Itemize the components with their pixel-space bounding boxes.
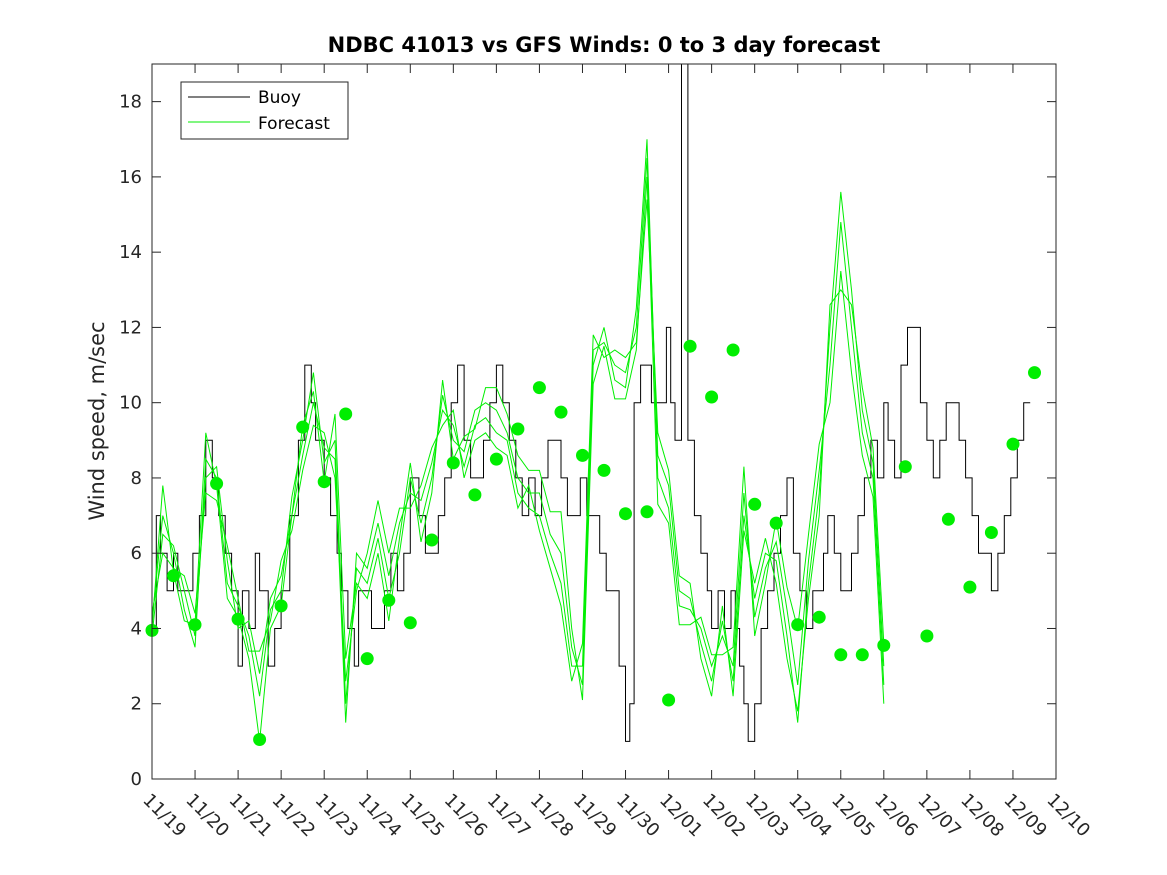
forecast-marker (425, 533, 439, 547)
plot-area (152, 64, 1056, 779)
legend-box (180, 81, 349, 140)
forecast-marker (382, 593, 396, 607)
y-tick-label: 14 (119, 242, 142, 263)
forecast-marker (1028, 366, 1041, 380)
forecast-marker (446, 456, 460, 470)
forecast-series-line-1 (151, 176, 885, 742)
y-tick-label: 16 (119, 167, 142, 188)
forecast-series-line-4 (151, 199, 885, 712)
y-tick-label: 0 (131, 769, 142, 790)
buoy-series-line (152, 63, 1031, 742)
forecast-marker (769, 516, 783, 530)
forecast-marker (317, 475, 331, 489)
forecast-marker (812, 610, 826, 624)
forecast-marker (468, 488, 482, 502)
y-tick-layer: 0 2 4 6 8 10 12 14 16 18 (119, 92, 1056, 790)
forecast-marker (834, 648, 848, 662)
legend-buoy-label: Buoy (258, 88, 301, 108)
y-tick-label: 8 (131, 468, 142, 489)
forecast-marker (1006, 437, 1020, 451)
forecast-marker (726, 343, 740, 357)
forecast-marker (898, 460, 912, 474)
forecast-marker (963, 580, 977, 594)
forecast-marker (576, 448, 589, 462)
forecast-marker (532, 381, 546, 395)
marker-layer (145, 339, 1041, 746)
forecast-marker (920, 629, 934, 643)
axes-frame (151, 63, 1057, 780)
forecast-marker (231, 612, 245, 626)
forecast-marker (662, 693, 676, 707)
y-tick-label: 6 (131, 543, 142, 564)
frame-layer (151, 63, 1057, 780)
forecast-marker (253, 733, 267, 746)
forecast-marker (511, 422, 525, 436)
forecast-layer (151, 139, 885, 742)
axes-box (152, 64, 1056, 779)
forecast-marker (274, 599, 288, 613)
forecast-marker (167, 569, 180, 583)
forecast-marker (489, 452, 503, 466)
y-tick-label: 4 (131, 618, 142, 639)
buoy-layer (152, 63, 1031, 742)
forecast-marker (210, 477, 224, 491)
forecast-marker (403, 616, 417, 630)
forecast-marker (188, 618, 202, 632)
forecast-marker (597, 463, 611, 477)
forecast-marker (791, 618, 805, 632)
forecast-marker (619, 507, 632, 521)
forecast-marker (360, 652, 374, 666)
legend-forecast-label: Forecast (258, 114, 330, 134)
forecast-marker (296, 420, 310, 434)
y-axis-label: Wind speed, m/sec (85, 321, 109, 520)
y-tick-label: 18 (119, 92, 142, 113)
forecast-marker (554, 405, 568, 419)
y-tick-label: 2 (131, 694, 142, 715)
forecast-marker (748, 497, 762, 511)
forecast-marker (705, 390, 719, 404)
chart-title: NDBC 41013 vs GFS Winds: 0 to 3 day fore… (328, 33, 881, 57)
y-tick-label: 10 (119, 393, 142, 414)
forecast-marker (855, 648, 869, 662)
y-tick-label: 12 (119, 317, 142, 338)
forecast-marker (984, 526, 998, 539)
forecast-marker (640, 505, 654, 519)
legend: Buoy Forecast (180, 81, 349, 140)
forecast-marker (941, 512, 955, 526)
forecast-marker (339, 407, 353, 421)
forecast-marker (877, 638, 891, 652)
forecast-series-line-3 (151, 158, 885, 723)
forecast-marker (683, 339, 697, 353)
